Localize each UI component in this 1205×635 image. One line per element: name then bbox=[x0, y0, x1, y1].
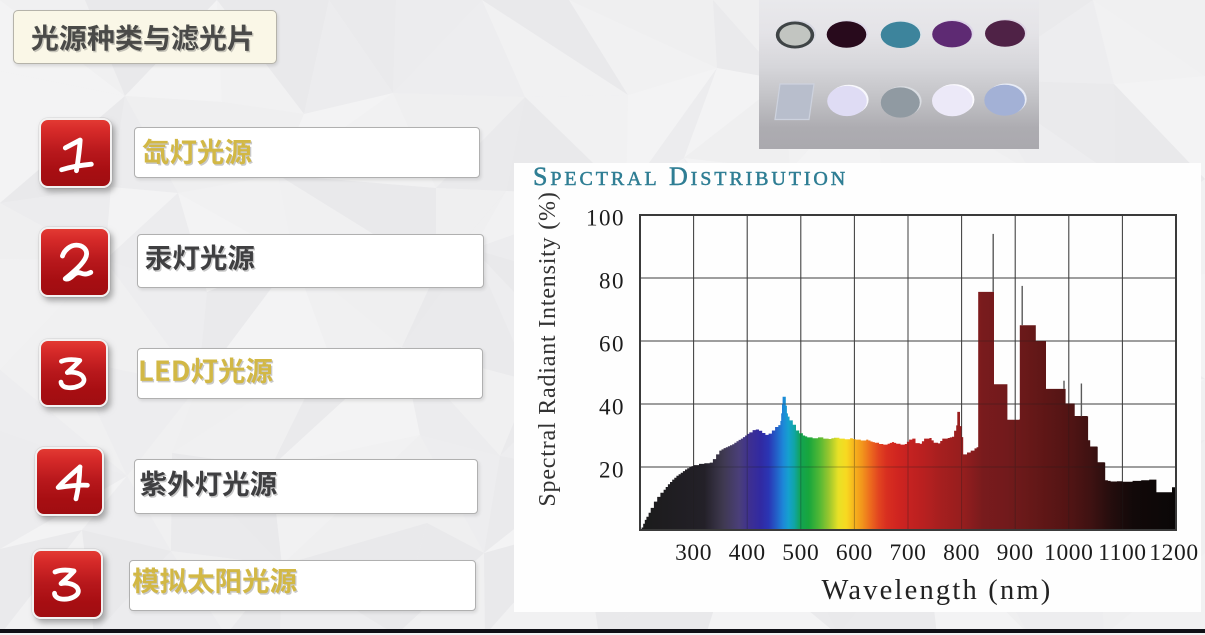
svg-text:600: 600 bbox=[836, 540, 873, 566]
svg-text:100: 100 bbox=[586, 206, 625, 231]
svg-text:1000: 1000 bbox=[1044, 540, 1093, 566]
svg-text:80: 80 bbox=[599, 269, 625, 294]
svg-text:500: 500 bbox=[782, 540, 819, 566]
svg-text:1200: 1200 bbox=[1149, 540, 1198, 566]
svg-text:20: 20 bbox=[599, 458, 625, 483]
svg-text:400: 400 bbox=[729, 540, 766, 566]
svg-text:60: 60 bbox=[599, 332, 625, 357]
svg-text:Wavelength (nm): Wavelength (nm) bbox=[822, 575, 1053, 606]
svg-text:SPECTRAL DISTRIBUTION: SPECTRAL DISTRIBUTION bbox=[533, 163, 848, 191]
svg-text:1100: 1100 bbox=[1098, 540, 1147, 566]
svg-text:800: 800 bbox=[943, 540, 980, 566]
svg-text:700: 700 bbox=[889, 540, 926, 566]
svg-text:300: 300 bbox=[675, 540, 712, 566]
svg-text:40: 40 bbox=[599, 395, 625, 420]
svg-text:Spectral Radiant Intensity (%): Spectral Radiant Intensity (%) bbox=[535, 191, 561, 506]
svg-text:900: 900 bbox=[997, 540, 1034, 566]
